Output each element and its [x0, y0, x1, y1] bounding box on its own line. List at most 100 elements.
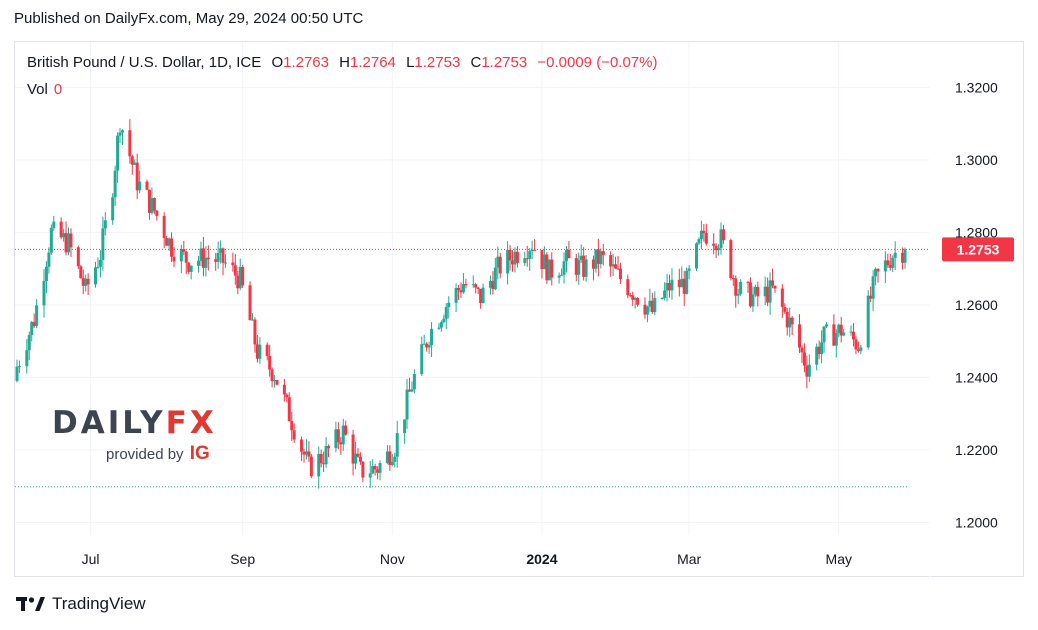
candle-body — [258, 344, 262, 359]
candle-body — [636, 297, 640, 305]
candle-body — [339, 442, 343, 445]
candle-body — [849, 331, 853, 333]
candle-body — [248, 285, 252, 321]
candle-body — [614, 264, 618, 269]
candle-body — [309, 456, 313, 477]
x-tick-label: May — [826, 551, 852, 567]
candle-body — [680, 278, 684, 288]
candle-body — [883, 260, 887, 272]
candle-body — [35, 305, 39, 327]
candle-body — [319, 453, 323, 464]
tradingview-brand[interactable]: TradingView — [16, 594, 146, 614]
dailyfx-logo: DAILYFX — [52, 405, 217, 441]
logo-word-fx: FX — [165, 405, 217, 441]
candle-body — [785, 311, 789, 328]
dailyfx-watermark: DAILYFX provided by IG — [52, 405, 217, 465]
candle-body — [748, 282, 752, 307]
candle-body — [525, 258, 529, 260]
candle-body — [815, 346, 819, 365]
candle-body — [454, 288, 458, 303]
candle-body — [179, 249, 183, 262]
chart-legend: British Pound / U.S. Dollar, 1D, ICE O1.… — [27, 54, 657, 71]
candle-body — [768, 280, 772, 303]
candle-body — [427, 345, 431, 348]
candle-body — [425, 343, 429, 348]
legend-close-value: 1.2753 — [481, 54, 528, 71]
published-note: Published on DailyFx.com, May 29, 2024 0… — [14, 10, 364, 27]
candle-body — [663, 290, 667, 298]
candle-body — [376, 469, 380, 473]
candle-body — [471, 284, 475, 286]
candle-body — [189, 265, 193, 272]
candlestick-chart[interactable]: 1.3200 1.3000 1.2800 1.2600 1.2400 1.2200 1.20… — [15, 42, 1025, 578]
candle-body — [660, 297, 664, 299]
candle-body — [645, 306, 649, 315]
candle-body — [412, 374, 416, 390]
candle-body — [579, 255, 583, 260]
candle-body — [542, 254, 546, 270]
last-price-tag — [942, 237, 1014, 262]
y-tick-label: 1.2800 — [955, 224, 998, 240]
candle-body — [508, 249, 512, 261]
candle-body — [395, 433, 399, 457]
candle-body — [47, 252, 51, 267]
candle-body — [368, 473, 372, 478]
candle-body — [493, 267, 497, 290]
candle-body — [601, 251, 605, 256]
candle-body — [464, 284, 468, 286]
candle-body — [648, 300, 652, 307]
candle-body — [351, 434, 355, 464]
candle-body — [807, 364, 811, 377]
candle-body — [783, 306, 787, 312]
candle-body — [150, 198, 154, 213]
x-tick-label: Jul — [82, 551, 100, 567]
legend-low-label: L — [406, 54, 415, 71]
candle-body — [52, 221, 56, 228]
candle-body — [130, 156, 134, 165]
candle-body — [746, 281, 750, 283]
candle-body — [550, 259, 554, 278]
volume-label[interactable]: Vol — [27, 81, 48, 98]
candle-body — [736, 293, 740, 296]
chart-frame[interactable]: 1.3200 1.3000 1.2800 1.2600 1.2400 1.2200 1.20… — [14, 41, 1025, 578]
candle-body — [444, 307, 448, 319]
candle-body — [851, 331, 855, 340]
candle-body — [224, 262, 228, 264]
candle-body — [488, 281, 492, 288]
candle-body — [64, 233, 68, 253]
candle-body — [67, 233, 71, 253]
candle-body — [773, 285, 777, 289]
candle-body — [216, 252, 220, 262]
candle-body — [876, 268, 880, 272]
candle-body — [763, 286, 767, 297]
candle-body — [336, 429, 340, 443]
candle-body — [84, 278, 88, 286]
candle-body — [704, 233, 708, 244]
candle-body — [626, 279, 630, 296]
candle-body — [268, 355, 272, 370]
candle-body — [618, 268, 622, 280]
candle-body — [231, 262, 235, 266]
candle-body — [461, 284, 465, 293]
candle-body — [584, 259, 588, 277]
candle-body — [59, 221, 63, 238]
candle-body — [832, 324, 836, 346]
candle-body — [322, 463, 326, 465]
candle-body — [665, 282, 669, 291]
candle-body — [270, 369, 274, 382]
candle-body — [874, 268, 878, 277]
candle-body — [133, 162, 137, 165]
candle-body — [317, 453, 321, 477]
candle-body — [354, 453, 358, 464]
candle-body — [903, 249, 907, 263]
candle-body — [135, 162, 139, 191]
candle-body — [430, 328, 434, 346]
legend-symbol[interactable]: British Pound / U.S. Dollar, 1D, ICE — [27, 54, 262, 71]
candle-body — [120, 130, 124, 133]
candle-body — [265, 344, 269, 356]
candle-body — [385, 451, 389, 464]
candle-body — [206, 257, 210, 260]
candle-body — [442, 318, 446, 323]
candle-body — [628, 295, 632, 297]
candle-body — [498, 256, 502, 274]
